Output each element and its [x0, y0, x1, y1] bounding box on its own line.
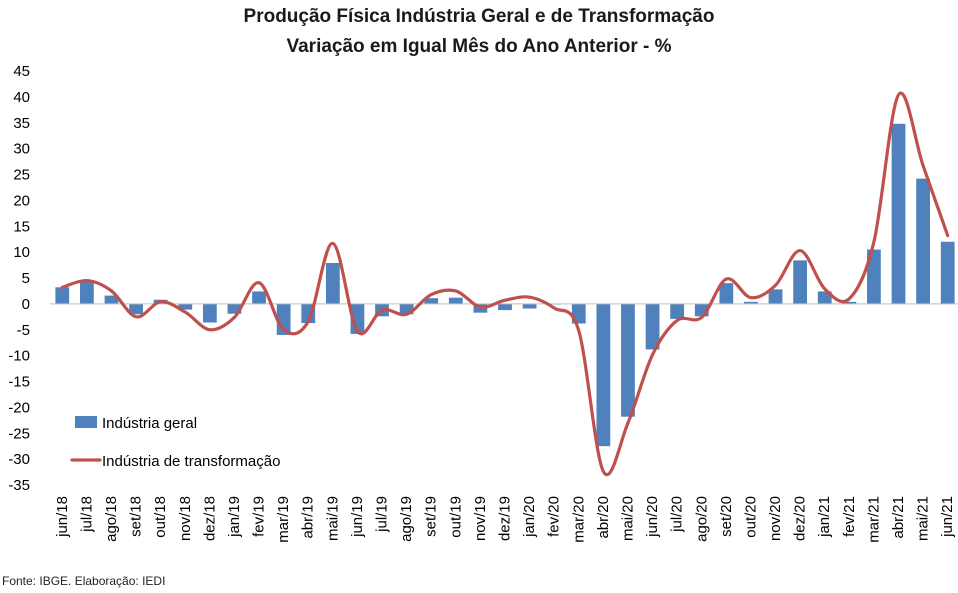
bar [817, 291, 832, 304]
bar [940, 241, 955, 304]
y-tick-label: 5 [22, 270, 30, 287]
y-tick-label: -10 [8, 348, 30, 365]
y-axis-labels: 45 40 35 30 25 20 15 10 5 0 -5 -10 -15 -20 -25 -30 -35 [8, 63, 30, 494]
bar [178, 303, 193, 310]
x-tick-label: set/20 [718, 496, 735, 537]
x-tick-label: mar/19 [275, 496, 292, 543]
y-tick-label: 0 [22, 296, 30, 313]
x-tick-label: ago/20 [693, 496, 710, 542]
y-tick-label: 20 [13, 192, 30, 209]
y-tick-label: 10 [13, 244, 30, 261]
y-tick-label: 15 [13, 218, 30, 235]
bar [768, 289, 783, 304]
x-tick-label: jan/21 [816, 496, 833, 538]
x-tick-label: ago/19 [398, 496, 415, 542]
bar [80, 281, 94, 304]
legend: Indústria geral Indústria de transformaç… [70, 415, 280, 470]
chart-subtitle: Variação em Igual Mês do Ano Anterior - … [286, 36, 672, 57]
y-tick-label: 45 [13, 63, 30, 80]
x-tick-label: abr/19 [300, 496, 317, 539]
y-tick-label: -25 [8, 425, 30, 442]
bar [325, 262, 340, 304]
x-tick-label: abr/21 [890, 496, 907, 539]
y-tick-label: 25 [13, 167, 30, 184]
bar [129, 303, 143, 315]
bar [916, 178, 930, 304]
x-tick-label: nov/18 [177, 496, 194, 541]
x-tick-label: mai/21 [915, 496, 932, 541]
y-tick-label: -20 [8, 399, 30, 416]
legend-swatch-industria-geral [75, 416, 97, 428]
x-tick-label: nov/19 [472, 496, 489, 541]
bar [645, 303, 660, 350]
x-axis-labels: jun/18 jul/18 ago/18 set/18 out/18 nov/18 dez/… [54, 496, 956, 543]
x-tick-label: jun/18 [54, 496, 71, 538]
x-tick-label: ago/18 [103, 496, 120, 542]
bar [448, 297, 463, 304]
chart-title: Produção Física Indústria Geral e de Tra… [243, 6, 715, 27]
x-tick-label: jan/20 [521, 496, 538, 538]
x-tick-label: mar/21 [865, 496, 882, 543]
y-tick-label: 40 [13, 89, 30, 106]
x-tick-label: jul/20 [669, 496, 686, 533]
x-tick-label: abr/20 [595, 496, 612, 539]
x-tick-label: jul/19 [374, 496, 391, 533]
bar [498, 303, 512, 311]
x-tick-label: dez/18 [201, 496, 218, 541]
y-tick-label: -15 [8, 374, 30, 391]
bar [867, 249, 881, 304]
bar [719, 283, 734, 304]
x-tick-label: fev/20 [546, 496, 563, 537]
bar [621, 303, 635, 417]
bar [202, 303, 217, 323]
bar [891, 123, 906, 304]
x-tick-label: mai/20 [619, 496, 636, 541]
y-tick-label: -5 [17, 322, 30, 339]
bar [252, 291, 266, 304]
bar [399, 303, 414, 315]
x-tick-label: fev/19 [251, 496, 268, 537]
x-tick-label: dez/19 [497, 496, 514, 541]
x-tick-label: fev/21 [841, 496, 858, 537]
x-tick-label: jun/19 [349, 496, 366, 538]
bar [670, 303, 685, 319]
x-tick-label: out/19 [447, 496, 464, 538]
legend-label-industria-transformacao: Indústria de transformação [102, 453, 280, 470]
x-tick-label: jan/19 [226, 496, 243, 538]
y-tick-label: -35 [8, 477, 30, 494]
x-tick-label: out/20 [742, 496, 759, 538]
x-tick-label: jul/18 [78, 496, 95, 533]
x-tick-label: nov/20 [767, 496, 784, 541]
legend-label-industria-geral: Indústria geral [102, 415, 197, 432]
bar [744, 301, 758, 304]
bar [793, 260, 808, 304]
bar [227, 303, 242, 314]
x-tick-label: set/19 [423, 496, 440, 537]
x-tick-label: dez/20 [792, 496, 809, 541]
bar [842, 301, 857, 304]
y-tick-label: -30 [8, 451, 30, 468]
bar-series-industria-geral [55, 123, 955, 447]
x-tick-label: jun/20 [644, 496, 661, 538]
bar [596, 303, 611, 447]
bar [55, 287, 70, 304]
bar [522, 303, 537, 309]
x-tick-label: mar/20 [570, 496, 587, 543]
y-tick-label: 30 [13, 141, 30, 158]
line-series-industria-transformacao [60, 91, 950, 477]
x-tick-label: jun/21 [939, 496, 956, 538]
x-tick-label: out/18 [152, 496, 169, 538]
x-tick-label: set/18 [128, 496, 145, 537]
x-tick-label: mai/19 [324, 496, 341, 541]
source-note: Fonte: IBGE. Elaboração: IEDI [2, 574, 166, 588]
y-tick-label: 35 [13, 115, 30, 132]
bar [424, 298, 439, 304]
bar [104, 295, 119, 304]
